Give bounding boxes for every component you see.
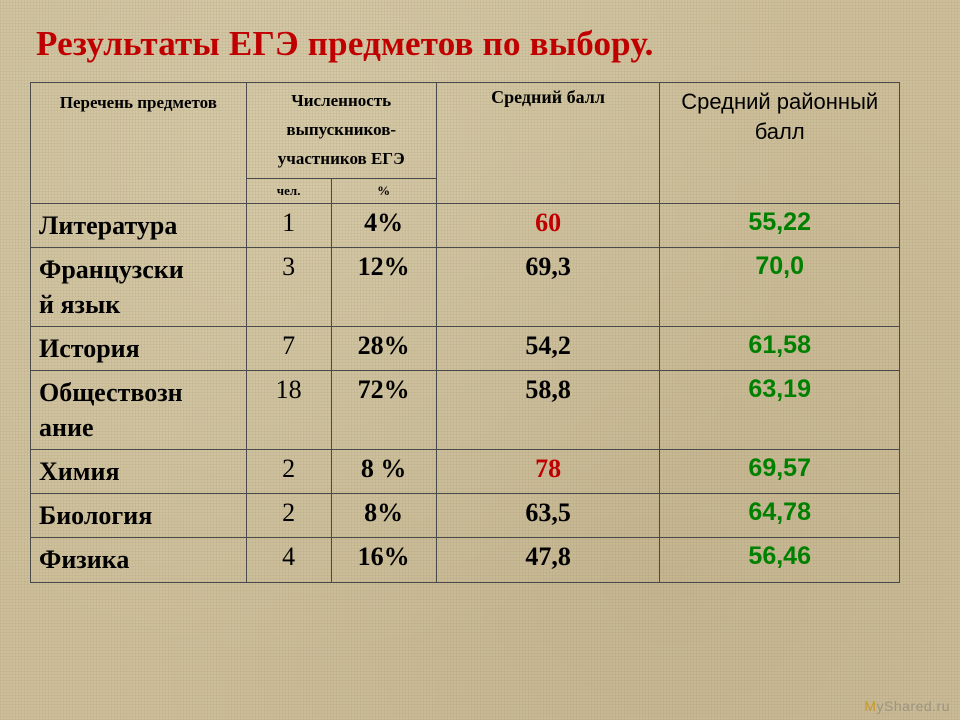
results-table: Перечень предметов Численность выпускник… <box>30 82 900 583</box>
cell-avg: 47,8 <box>436 538 660 582</box>
cell-subject: Химия <box>31 450 247 494</box>
cell-avg: 63,5 <box>436 494 660 538</box>
cell-regional: 63,19 <box>660 371 900 450</box>
cell-regional: 69,57 <box>660 450 900 494</box>
table-row: Французский язык312%69,370,0 <box>31 247 900 326</box>
table-row: История728%54,261,58 <box>31 326 900 370</box>
cell-regional: 64,78 <box>660 494 900 538</box>
cell-subject: Французский язык <box>31 247 247 326</box>
table-row: Физика416%47,856,46 <box>31 538 900 582</box>
table-header: Перечень предметов Численность выпускник… <box>31 83 900 204</box>
cell-subject: Физика <box>31 538 247 582</box>
cell-count: 2 <box>246 494 331 538</box>
cell-subject: Биология <box>31 494 247 538</box>
cell-subject: Обществознание <box>31 371 247 450</box>
cell-count: 1 <box>246 203 331 247</box>
table-body: Литература14%6055,22Французский язык312%… <box>31 203 900 582</box>
th-subjects: Перечень предметов <box>31 83 247 204</box>
cell-subject: Литература <box>31 203 247 247</box>
cell-regional: 55,22 <box>660 203 900 247</box>
cell-count: 7 <box>246 326 331 370</box>
cell-subject: История <box>31 326 247 370</box>
th-participants: Численность выпускников-участников ЕГЭ <box>246 83 436 179</box>
cell-count: 3 <box>246 247 331 326</box>
th-avg-score: Средний балл <box>436 83 660 204</box>
table-row: Литература14%6055,22 <box>31 203 900 247</box>
cell-percent: 28% <box>331 326 436 370</box>
th-regional-avg: Средний районный балл <box>660 83 900 204</box>
cell-percent: 72% <box>331 371 436 450</box>
cell-regional: 56,46 <box>660 538 900 582</box>
cell-percent: 16% <box>331 538 436 582</box>
table-row: Химия28 %7869,57 <box>31 450 900 494</box>
cell-count: 2 <box>246 450 331 494</box>
slide: Результаты ЕГЭ предметов по выбору. Пере… <box>0 0 960 720</box>
table-row: Биология28%63,564,78 <box>31 494 900 538</box>
cell-percent: 4% <box>331 203 436 247</box>
cell-avg: 54,2 <box>436 326 660 370</box>
cell-percent: 8 % <box>331 450 436 494</box>
cell-percent: 8% <box>331 494 436 538</box>
watermark-rest: yShared.ru <box>877 698 950 714</box>
cell-avg: 60 <box>436 203 660 247</box>
cell-avg: 58,8 <box>436 371 660 450</box>
watermark-prefix: M <box>864 698 876 714</box>
table-row: Обществознание1872%58,863,19 <box>31 371 900 450</box>
cell-avg: 78 <box>436 450 660 494</box>
cell-percent: 12% <box>331 247 436 326</box>
cell-count: 4 <box>246 538 331 582</box>
th-count-percent: % <box>331 178 436 203</box>
watermark: MyShared.ru <box>864 698 950 714</box>
cell-regional: 70,0 <box>660 247 900 326</box>
page-title: Результаты ЕГЭ предметов по выбору. <box>36 24 930 64</box>
cell-avg: 69,3 <box>436 247 660 326</box>
cell-count: 18 <box>246 371 331 450</box>
cell-regional: 61,58 <box>660 326 900 370</box>
th-count-people: чел. <box>246 178 331 203</box>
